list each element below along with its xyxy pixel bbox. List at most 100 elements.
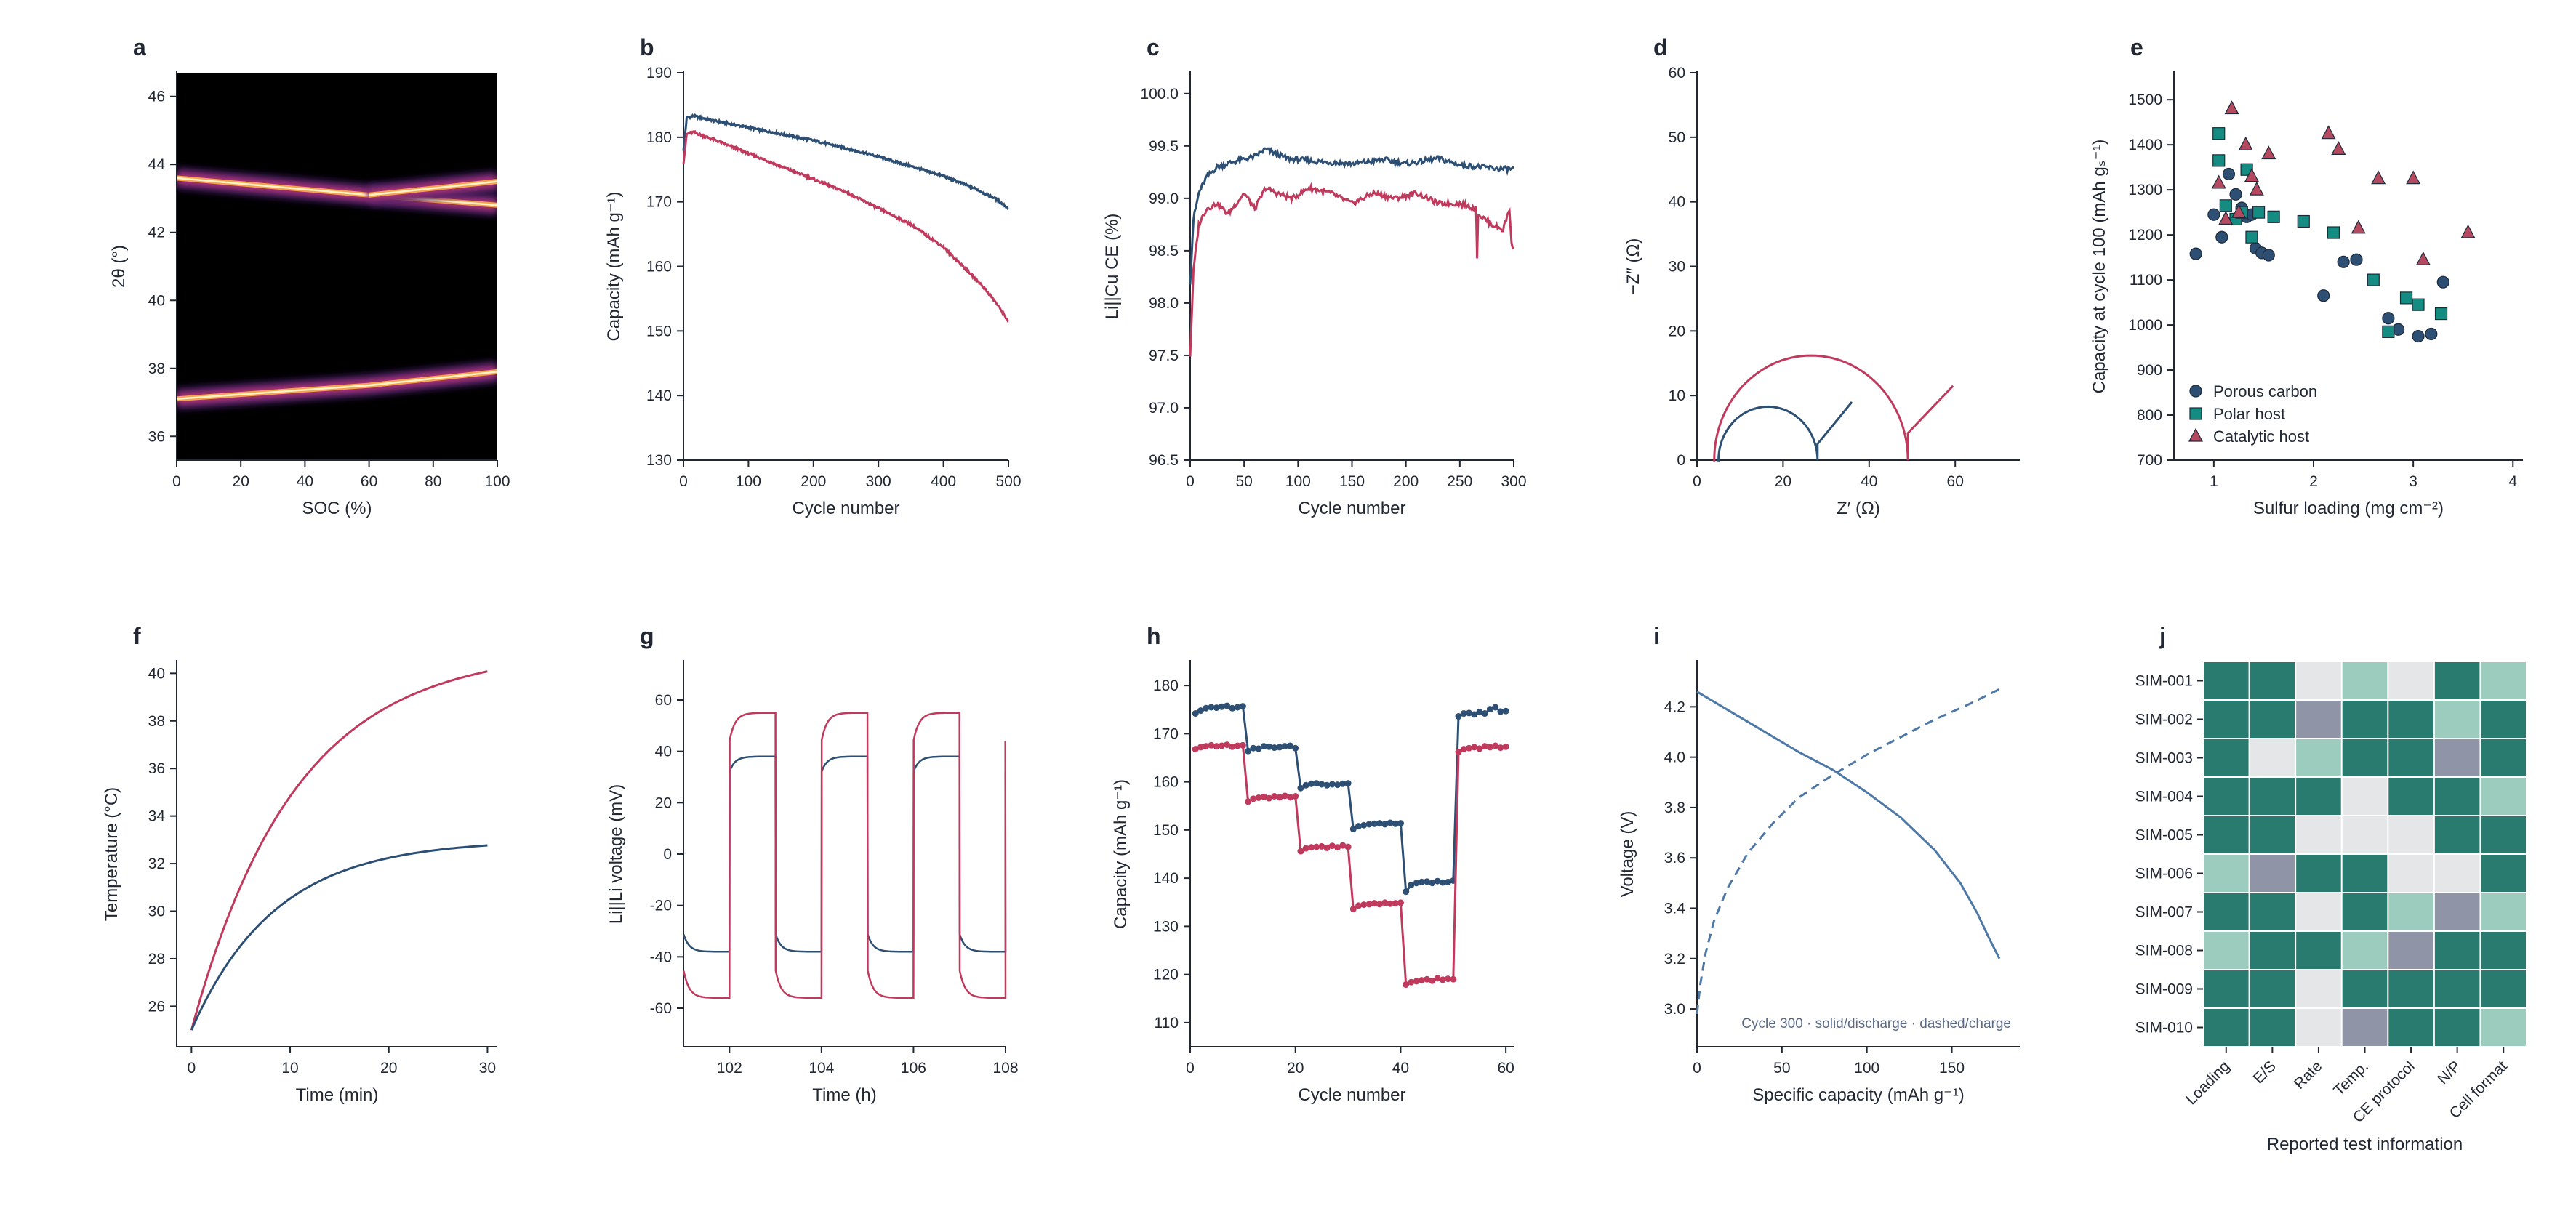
scatter-point <box>2211 174 2226 189</box>
temperature-curve <box>190 844 488 1031</box>
x-tick-label: 0 <box>172 473 181 490</box>
data-point <box>1208 704 1215 711</box>
y-tick-label: 98.0 <box>1149 295 1179 312</box>
data-point <box>1203 704 1210 712</box>
heatmap-cell <box>2388 855 2433 892</box>
scatter-point <box>2412 329 2425 343</box>
data-point <box>1349 906 1357 913</box>
x-tick-label: 20 <box>233 473 249 490</box>
row-label: SIM-004 <box>2135 789 2194 805</box>
heatmap-cell <box>2342 893 2388 930</box>
x-tick-label: 102 <box>717 1060 742 1077</box>
voltage-trace <box>683 755 1007 953</box>
data-point <box>1313 843 1320 850</box>
data-point <box>1434 975 1441 982</box>
heatmap-cell <box>2204 778 2249 815</box>
scatter-point <box>2188 427 2203 442</box>
data-point <box>1387 819 1394 826</box>
x-tick-label: 250 <box>1447 473 1472 490</box>
data-point <box>1318 842 1325 850</box>
data-point <box>1465 709 1472 717</box>
x-tick-label: 200 <box>1393 473 1419 490</box>
data-point <box>1224 741 1231 749</box>
y-tick-label: -40 <box>650 949 672 965</box>
x-axis-label: Z′ (Ω) <box>1837 499 1880 518</box>
y-tick-label: 190 <box>646 65 672 81</box>
heatmap-cell <box>2481 662 2526 699</box>
heatmap-cell <box>2388 701 2433 738</box>
data-point <box>1286 794 1293 801</box>
scatter-point <box>2189 385 2202 398</box>
data-point <box>1229 704 1236 712</box>
data-point <box>1344 843 1352 850</box>
heatmap-cell <box>2204 662 2249 699</box>
data-point <box>1439 976 1446 983</box>
data-point <box>1455 713 1462 720</box>
scatter-point <box>2212 127 2226 140</box>
data-point <box>1502 743 1509 750</box>
data-point <box>1286 742 1293 749</box>
column-label: N/P <box>2434 1058 2464 1087</box>
y-tick-label: 1500 <box>2128 92 2162 108</box>
scatter-point <box>2231 204 2247 218</box>
y-tick-label: 42 <box>148 225 165 241</box>
x-axis-label: Time (h) <box>812 1085 876 1105</box>
scatter-point <box>2434 307 2448 321</box>
y-tick-label: 36 <box>148 428 165 445</box>
y-tick-label: 180 <box>646 129 672 146</box>
series-line <box>682 129 1010 323</box>
y-tick-label: 3.8 <box>1664 800 1685 816</box>
scatter-point <box>2189 247 2202 260</box>
heatmap-cell <box>2388 778 2433 815</box>
y-axis-label: 2θ (°) <box>109 245 129 288</box>
x-axis-label: Cycle number <box>1298 499 1405 518</box>
y-axis-label: Capacity at cycle 100 (mAh gₛ⁻¹) <box>2090 140 2109 394</box>
x-tick-label: 1 <box>2210 473 2218 490</box>
data-point <box>1376 901 1383 908</box>
y-axis-label: Capacity (mAh g⁻¹) <box>1111 779 1131 929</box>
y-axis-label: Temperature (°C) <box>102 787 121 921</box>
x-tick-label: 0 <box>188 1060 196 1077</box>
y-tick-label: 96.5 <box>1149 452 1179 469</box>
y-tick-label: 10 <box>1669 387 1685 404</box>
scatter-point <box>2215 230 2228 244</box>
y-tick-label: 44 <box>148 156 166 173</box>
y-tick-label: 900 <box>2137 362 2162 379</box>
panel-j: SIM-001 SIM-002 SIM-003 SIM-004 SIM-005 SIM-0… <box>2135 623 2527 1154</box>
y-tick-label: 99.0 <box>1149 190 1179 207</box>
scatter-point <box>2212 154 2226 167</box>
annotation-text: Cycle 300 · solid/discharge · dashed/cha… <box>1741 1016 2011 1031</box>
scatter-point <box>2219 199 2232 212</box>
y-tick-label: 1200 <box>2128 227 2162 244</box>
scatter-point <box>2249 181 2264 196</box>
panel-i: 0 50 100 150 3.0 3.2 3.4 3.6 3.8 4.0 4.2 Specific c… <box>1618 623 2020 1105</box>
heatmap-cell <box>2481 816 2526 853</box>
data-point <box>1413 880 1420 887</box>
data-point <box>1271 793 1278 800</box>
panel-letter: a <box>133 34 146 60</box>
data-point <box>1460 710 1467 717</box>
data-point <box>1323 844 1331 851</box>
heatmap-cell <box>2296 970 2341 1007</box>
y-tick-label: 3.4 <box>1664 900 1686 917</box>
panel-letter: b <box>640 34 654 60</box>
data-point <box>1323 781 1331 789</box>
scatter-point <box>2222 167 2236 181</box>
x-tick-label: 400 <box>931 473 956 490</box>
data-point <box>1471 711 1478 718</box>
scatter-point <box>2229 188 2242 201</box>
x-tick-label: 150 <box>1939 1060 1965 1077</box>
x-axis-label: Reported test information <box>2267 1135 2463 1154</box>
data-point <box>1403 888 1410 896</box>
y-tick-label: 1100 <box>2130 272 2162 289</box>
data-point <box>1392 900 1399 907</box>
data-point <box>1192 710 1199 717</box>
y-tick-label: 3.0 <box>1664 1001 1685 1018</box>
y-tick-label: 60 <box>1669 65 1685 81</box>
data-point <box>1208 741 1215 749</box>
scatter-point <box>2415 251 2431 265</box>
y-tick-label: 100.0 <box>1140 86 1179 102</box>
y-tick-label: 700 <box>2137 452 2162 469</box>
heatmap-cell <box>2342 739 2388 776</box>
data-point <box>1250 795 1257 802</box>
